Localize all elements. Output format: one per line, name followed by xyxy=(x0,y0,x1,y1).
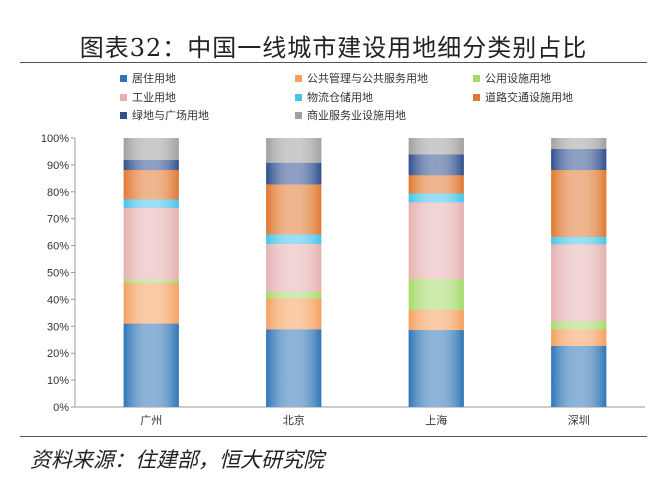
bar-segment-shade xyxy=(266,291,322,299)
legend-item: 居住用地 xyxy=(120,70,176,86)
legend-swatch xyxy=(295,111,302,119)
bar-segment-shade xyxy=(551,321,607,330)
bar-segment-shade xyxy=(266,162,322,185)
y-tick-label: 80% xyxy=(47,187,69,199)
y-tick-label: 100% xyxy=(41,133,69,145)
bar-segment-shade xyxy=(551,138,607,150)
y-tick-label: 50% xyxy=(47,268,69,280)
bar-segment-shade xyxy=(408,309,464,331)
legend-swatch xyxy=(295,74,302,82)
bar-segment-shade xyxy=(551,236,607,245)
bar-segment-shade xyxy=(123,323,179,407)
legend-item: 工业用地 xyxy=(120,89,176,105)
bar-segment-shade xyxy=(408,330,464,407)
bar-segment-shade xyxy=(123,160,179,171)
legend-label: 绿地与广场用地 xyxy=(132,109,209,122)
bar-segment-shade xyxy=(551,329,607,346)
bar-segment-shade xyxy=(551,149,607,171)
bar-segment-shade xyxy=(266,234,322,244)
bar-segment-shade xyxy=(123,282,179,324)
bar-segment-shade xyxy=(123,207,179,280)
bar-segment-shade xyxy=(266,184,322,235)
legend-label: 工业用地 xyxy=(132,91,176,104)
bar-segment-shade xyxy=(408,202,464,279)
legend-item: 公共管理与公共服务用地 xyxy=(295,70,428,86)
legend-swatch xyxy=(120,111,127,119)
bar-segment-shade xyxy=(266,138,322,163)
y-tick-label: 10% xyxy=(47,375,69,387)
legend-swatch xyxy=(473,74,480,82)
legend-label: 居住用地 xyxy=(132,72,176,85)
bar-segment-shade xyxy=(408,278,464,310)
bar-segment-shade xyxy=(551,170,607,237)
legend-item: 绿地与广场用地 xyxy=(120,107,209,123)
bar-segment-shade xyxy=(551,244,607,322)
x-tick-label: 深圳 xyxy=(568,414,590,427)
y-tick-label: 70% xyxy=(47,214,69,226)
bar-segment-shade xyxy=(123,170,179,200)
legend-item: 商业服务业设施用地 xyxy=(295,107,406,123)
bar-segment-shade xyxy=(408,138,464,155)
legend-swatch xyxy=(295,93,302,101)
x-tick-label: 上海 xyxy=(425,413,447,427)
legend-swatch xyxy=(473,93,480,101)
legend-item: 物流仓储用地 xyxy=(295,89,373,105)
bar-segment-shade xyxy=(123,279,179,283)
bar-segment-shade xyxy=(408,193,464,203)
bar-segment-shade xyxy=(551,345,607,407)
y-tick-label: 20% xyxy=(47,348,69,360)
legend-label: 道路交通设施用地 xyxy=(485,91,573,104)
legend-label: 商业服务业设施用地 xyxy=(307,109,406,122)
bar-segment-shade xyxy=(123,199,179,208)
title-divider xyxy=(20,62,647,63)
legend-item: 公用设施用地 xyxy=(473,70,551,86)
y-tick-label: 30% xyxy=(47,321,69,333)
bar-segment-shade xyxy=(266,329,322,407)
bar-segment-shade xyxy=(408,175,464,194)
chart-title: 图表32：中国一线城市建设用地细分类别占比 xyxy=(79,34,588,62)
legend-swatch xyxy=(120,93,127,101)
legend-label: 公共管理与公共服务用地 xyxy=(307,72,428,85)
legend-label: 物流仓储用地 xyxy=(307,91,373,104)
legend-swatch xyxy=(120,74,127,82)
source-note: 资料来源：住建部，恒大研究院 xyxy=(30,448,324,472)
bar-segment-shade xyxy=(408,154,464,176)
bottom-divider xyxy=(20,436,647,437)
y-tick-label: 90% xyxy=(47,160,69,172)
bar-segment-shade xyxy=(266,243,322,292)
bar-segment-shade xyxy=(123,138,179,161)
legend-label: 公用设施用地 xyxy=(485,72,551,85)
x-tick-label: 广州 xyxy=(140,414,162,427)
y-tick-label: 60% xyxy=(47,241,69,253)
x-tick-label: 北京 xyxy=(283,413,305,427)
y-tick-label: 0% xyxy=(53,402,69,414)
bar-segment-shade xyxy=(266,298,322,330)
y-tick-label: 40% xyxy=(47,294,69,306)
legend-item: 道路交通设施用地 xyxy=(473,89,573,105)
